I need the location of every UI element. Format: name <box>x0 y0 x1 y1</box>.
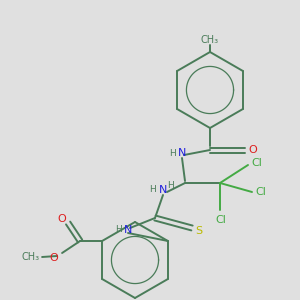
Text: N: N <box>124 225 132 235</box>
Text: S: S <box>195 226 203 236</box>
Text: H: H <box>168 181 174 190</box>
Text: N: N <box>178 148 186 158</box>
Text: O: O <box>50 253 58 263</box>
Text: O: O <box>58 214 67 224</box>
Text: O: O <box>249 145 257 155</box>
Text: Cl: Cl <box>252 158 262 168</box>
Text: H: H <box>150 185 156 194</box>
Text: CH₃: CH₃ <box>201 35 219 45</box>
Text: H: H <box>169 148 176 158</box>
Text: Cl: Cl <box>216 215 226 225</box>
Text: CH₃: CH₃ <box>21 252 39 262</box>
Text: H: H <box>115 226 122 235</box>
Text: N: N <box>159 185 167 195</box>
Text: Cl: Cl <box>256 187 266 197</box>
